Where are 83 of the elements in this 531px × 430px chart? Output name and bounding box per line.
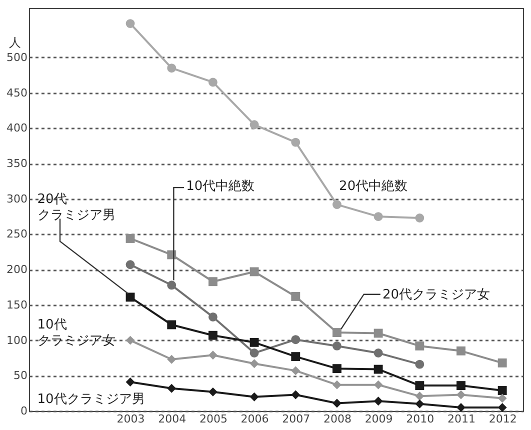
point [167,280,176,290]
y-tick-label: 200 [6,263,28,276]
series-label: 10代クラミジア男 [37,392,145,407]
point [208,312,218,322]
point [456,346,466,356]
text: 20代クラミジア男 [37,192,116,223]
point [374,348,383,358]
point [167,64,176,73]
point [126,336,135,345]
series-label: 10代クラミジア女 [37,318,116,349]
point [250,267,259,276]
point [332,380,342,390]
point [374,380,383,390]
point [250,359,259,368]
point [456,402,466,412]
text: 20代クラミジア女 [382,287,490,302]
x-tick-label: 2004 [158,412,186,426]
point [415,360,424,369]
point [250,120,259,130]
x-tick-label: 2008 [323,412,352,426]
y-tick-label: 0 [20,404,28,418]
y-tick-label: 400 [6,122,28,135]
point [291,390,300,400]
point [208,387,218,396]
point [208,330,218,340]
y-tick-label: 150 [6,298,28,312]
point [456,381,466,390]
point [126,378,135,386]
point [208,350,218,360]
point [167,384,176,393]
x-tick-label: 2003 [116,412,145,426]
point [415,381,424,390]
y-tick-label: 350 [6,157,28,170]
y-tick-label: 500 [6,50,28,64]
point [498,358,507,368]
point [374,328,383,338]
point [415,214,424,222]
point [126,19,135,28]
point [332,200,342,210]
series-label: 20代中絶数 [339,179,408,194]
point [415,399,424,408]
point [208,78,218,87]
point [415,341,424,350]
x-tick-label: 2011 [447,412,476,426]
x-tick-label: 2005 [199,412,228,426]
point [332,398,342,408]
y-tick-label: 300 [6,192,28,206]
y-tick-label: 450 [6,86,28,100]
point [291,335,300,344]
point [250,392,259,402]
point [374,364,383,374]
point [456,390,466,400]
point [332,341,342,350]
point [332,364,342,374]
point [167,320,176,330]
point [291,366,300,376]
x-tick-label: 2010 [406,412,434,426]
x-tick-label: 2012 [488,412,517,426]
point [498,386,507,395]
point [291,352,300,362]
point [332,328,342,337]
y-tick-label: 250 [6,228,28,241]
point [374,396,383,406]
point [291,138,300,147]
x-tick-label: 2006 [240,412,269,426]
point [498,402,507,412]
y-tick-label: 50 [14,369,28,382]
point [291,292,300,301]
point [126,292,135,302]
point [126,234,135,243]
point [250,338,259,347]
point [250,348,259,358]
x-tick-label: 2009 [364,412,393,426]
point [374,212,383,222]
x-tick-label: 2007 [282,412,310,426]
y-tick-label: 100 [6,334,28,347]
point [415,392,424,401]
point [208,277,218,286]
text: 10代中絶数 [186,179,255,194]
point [167,354,176,364]
point [126,260,135,270]
y-axis-title: 人 [9,35,21,50]
point [498,394,507,403]
